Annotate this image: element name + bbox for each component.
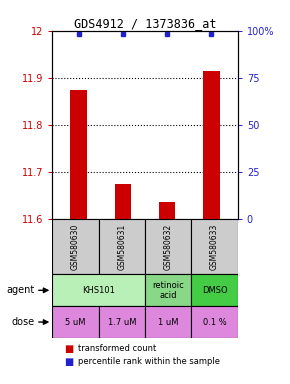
Polygon shape [145, 275, 191, 306]
Text: GSM580631: GSM580631 [117, 223, 126, 270]
Bar [203, 71, 220, 219]
Text: 0.1 %: 0.1 % [203, 318, 226, 326]
Text: agent: agent [6, 285, 35, 295]
Text: transformed count: transformed count [78, 344, 157, 353]
Text: GDS4912 / 1373836_at: GDS4912 / 1373836_at [74, 17, 216, 30]
Polygon shape [145, 219, 191, 275]
Text: DMSO: DMSO [202, 286, 227, 295]
Polygon shape [52, 275, 145, 306]
Polygon shape [191, 275, 238, 306]
Text: 5 uM: 5 uM [65, 318, 86, 326]
Text: ■: ■ [64, 344, 73, 354]
Text: retinoic
acid: retinoic acid [152, 281, 184, 300]
Polygon shape [191, 219, 238, 275]
Text: GSM580632: GSM580632 [164, 223, 173, 270]
Bar [70, 89, 87, 219]
Polygon shape [52, 306, 99, 338]
Text: GSM580633: GSM580633 [210, 223, 219, 270]
Text: 1.7 uM: 1.7 uM [108, 318, 136, 326]
Text: KHS101: KHS101 [82, 286, 115, 295]
Text: dose: dose [11, 317, 35, 327]
Text: percentile rank within the sample: percentile rank within the sample [78, 357, 220, 366]
Polygon shape [99, 219, 145, 275]
Polygon shape [145, 306, 191, 338]
Polygon shape [191, 306, 238, 338]
Polygon shape [99, 306, 145, 338]
Bar [115, 184, 131, 219]
Text: GSM580630: GSM580630 [71, 223, 80, 270]
Text: ■: ■ [64, 357, 73, 367]
Polygon shape [52, 219, 99, 275]
Text: 1 uM: 1 uM [158, 318, 178, 326]
Bar [159, 202, 175, 219]
